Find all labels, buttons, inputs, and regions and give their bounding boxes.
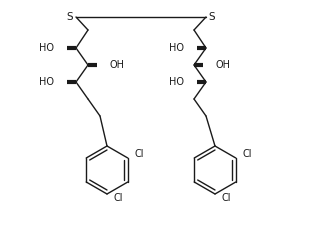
Text: OH: OH — [216, 60, 231, 70]
Text: Cl: Cl — [114, 193, 123, 203]
Text: Cl: Cl — [243, 149, 252, 159]
Text: HO: HO — [169, 77, 184, 87]
Text: HO: HO — [39, 77, 54, 87]
Text: HO: HO — [169, 43, 184, 53]
Text: Cl: Cl — [135, 149, 144, 159]
Text: OH: OH — [110, 60, 125, 70]
Text: S: S — [67, 12, 73, 22]
Text: S: S — [209, 12, 215, 22]
Text: HO: HO — [39, 43, 54, 53]
Text: Cl: Cl — [222, 193, 232, 203]
